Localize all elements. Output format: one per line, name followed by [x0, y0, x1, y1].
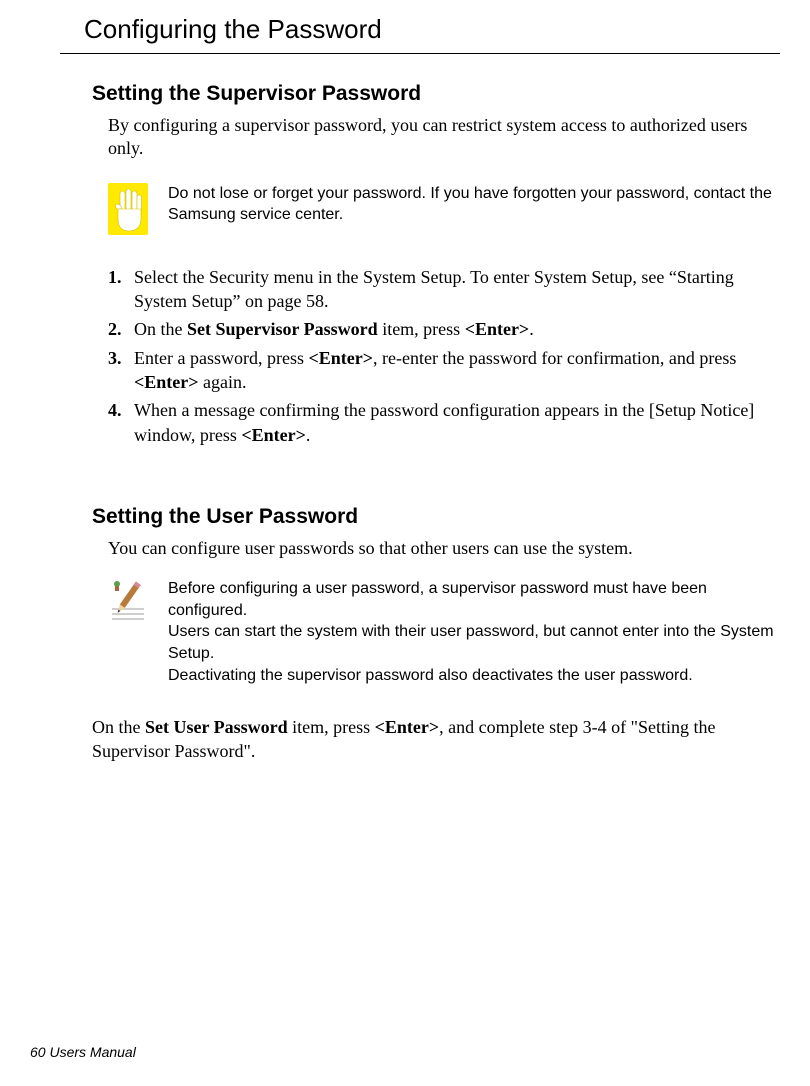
- step-num: 2.: [108, 317, 134, 341]
- step-text: Enter a password, press <Enter>, re-ente…: [134, 346, 780, 395]
- section1-steps: 1. Select the Security menu in the Syste…: [108, 265, 780, 447]
- note-text: Before configuring a user password, a su…: [168, 578, 780, 686]
- section2-title: Setting the User Password: [92, 505, 780, 529]
- step-text: On the Set Supervisor Password item, pre…: [134, 317, 780, 341]
- step-text: Select the Security menu in the System S…: [134, 265, 780, 314]
- note-pencil-icon: [108, 578, 148, 622]
- step-1: 1. Select the Security menu in the Syste…: [108, 265, 780, 314]
- step-3: 3. Enter a password, press <Enter>, re-e…: [108, 346, 780, 395]
- page-footer: 60 Users Manual: [30, 1044, 136, 1060]
- step-num: 4.: [108, 398, 134, 447]
- section1-intro: By configuring a supervisor password, yo…: [108, 114, 780, 161]
- caution-callout: Do not lose or forget your password. If …: [108, 183, 780, 235]
- step-num: 1.: [108, 265, 134, 314]
- section2-closing: On the Set User Password item, press <En…: [92, 716, 780, 763]
- section1-title: Setting the Supervisor Password: [92, 82, 780, 106]
- note-callout: Before configuring a user password, a su…: [108, 578, 780, 686]
- step-num: 3.: [108, 346, 134, 395]
- caution-hand-icon: [108, 183, 148, 235]
- title-rule: [60, 53, 780, 54]
- section2-intro: You can configure user passwords so that…: [108, 537, 780, 560]
- step-text: When a message confirming the password c…: [134, 398, 780, 447]
- step-4: 4. When a message confirming the passwor…: [108, 398, 780, 447]
- chapter-title: Configuring the Password: [84, 14, 780, 45]
- step-2: 2. On the Set Supervisor Password item, …: [108, 317, 780, 341]
- caution-text: Do not lose or forget your password. If …: [168, 183, 780, 226]
